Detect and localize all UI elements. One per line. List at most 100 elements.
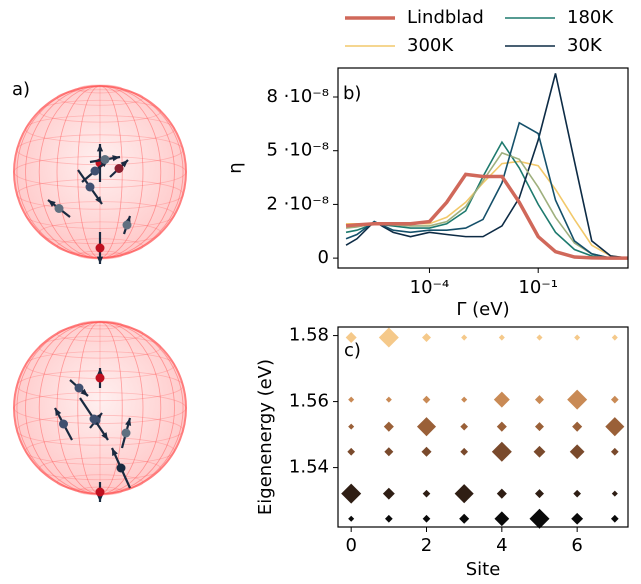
curve: [345, 121, 628, 259]
spin-dot: [114, 164, 124, 173]
marker: [494, 511, 510, 527]
marker: [535, 395, 544, 405]
marker: [454, 484, 474, 504]
spin-dot: [121, 428, 131, 438]
spin-dot: [74, 383, 84, 393]
legend-label: 300K: [407, 35, 454, 56]
marker: [461, 396, 468, 403]
marker: [341, 483, 362, 504]
plot-frame: [337, 326, 629, 528]
x-tick-label: 10⁻⁴: [410, 277, 450, 298]
plot-frame: [337, 67, 629, 269]
panel-label: c): [344, 340, 361, 361]
marker: [491, 441, 512, 462]
marker: [461, 334, 468, 341]
spin-arrow-head: [120, 160, 128, 168]
marker: [422, 333, 431, 343]
sphere-grid: [25, 437, 175, 465]
spin-arrow-head: [96, 144, 104, 152]
marker: [460, 447, 469, 456]
marker: [382, 487, 395, 500]
spin-arrow-head: [95, 196, 102, 204]
curve: [345, 73, 628, 259]
spin-arrow-head: [48, 200, 56, 207]
marker: [536, 334, 543, 341]
marker: [345, 332, 357, 344]
panel-label: b): [343, 83, 361, 104]
spin-arrow-head: [125, 418, 132, 426]
sphere-grid: [56, 325, 144, 342]
marker: [567, 389, 588, 410]
legend-label: 30K: [567, 35, 603, 56]
marker: [605, 417, 625, 437]
spin-dot: [54, 204, 64, 213]
y-tick-label: 0: [318, 247, 329, 268]
y-tick-label: 1.58: [289, 325, 329, 346]
spin-dot: [116, 463, 126, 473]
marker: [533, 445, 546, 458]
x-tick-label: 6: [571, 535, 582, 556]
marker: [496, 488, 507, 499]
spin-arrow-head: [96, 256, 104, 264]
spin-arrow-head: [101, 432, 108, 440]
spin-arrow-head: [55, 408, 62, 416]
marker: [460, 422, 469, 431]
marker: [348, 396, 355, 403]
y-tick-label: 1.56: [289, 391, 329, 412]
x-axis-label: Site: [466, 559, 501, 580]
legend-label: 180K: [567, 7, 614, 28]
marker: [422, 489, 431, 498]
marker: [610, 447, 619, 456]
y-tick-label: 2 ·10⁻⁸: [266, 193, 329, 214]
marker: [610, 395, 619, 404]
sphere-grid: [38, 99, 162, 123]
y-tick-label: 5 ·10⁻⁸: [266, 140, 329, 161]
marker: [348, 423, 355, 430]
x-axis-label: Γ (eV): [456, 299, 509, 320]
sphere-grid: [77, 320, 123, 330]
marker: [611, 334, 618, 341]
panel-label: a): [12, 79, 30, 100]
spin-arrow-head: [112, 448, 118, 456]
spin-dot: [100, 155, 110, 164]
spin-dot: [122, 220, 132, 230]
spin-dot: [59, 419, 68, 429]
bloch-spheres: [13, 84, 187, 502]
marker: [610, 514, 619, 523]
curve: [345, 172, 628, 260]
spin-dot: [95, 487, 105, 497]
y-axis-label: Eigenenergy (eV): [255, 359, 276, 515]
marker: [347, 447, 356, 456]
marker: [493, 391, 510, 408]
sphere-grid: [56, 89, 144, 106]
marker: [416, 417, 437, 437]
sphere-grid: [25, 115, 175, 143]
spin-arrow-head: [96, 494, 104, 502]
marker: [573, 489, 582, 498]
marker: [498, 334, 505, 341]
marker: [421, 446, 432, 457]
spin-dot: [89, 414, 99, 424]
marker: [574, 334, 581, 341]
y-tick-label: 8 ·10⁻⁸: [266, 86, 329, 107]
sphere-grid: [38, 457, 162, 481]
marker: [459, 513, 470, 524]
marker: [535, 489, 544, 499]
spin-dot: [95, 243, 105, 253]
spin-dot: [85, 182, 95, 192]
spin-dot: [90, 166, 100, 176]
spin-dot: [95, 373, 105, 383]
marker: [496, 421, 507, 432]
marker: [384, 447, 394, 457]
marker: [348, 515, 355, 522]
spin-arrow-head: [96, 368, 104, 376]
sphere-grid: [77, 84, 123, 94]
marker: [383, 421, 394, 432]
marker: [571, 512, 584, 525]
marker: [529, 508, 550, 529]
y-tick-label: 1.54: [289, 457, 329, 478]
legend-label: Lindblad: [407, 7, 484, 28]
x-tick-label: 2: [421, 535, 432, 556]
sphere-grid: [13, 392, 187, 424]
